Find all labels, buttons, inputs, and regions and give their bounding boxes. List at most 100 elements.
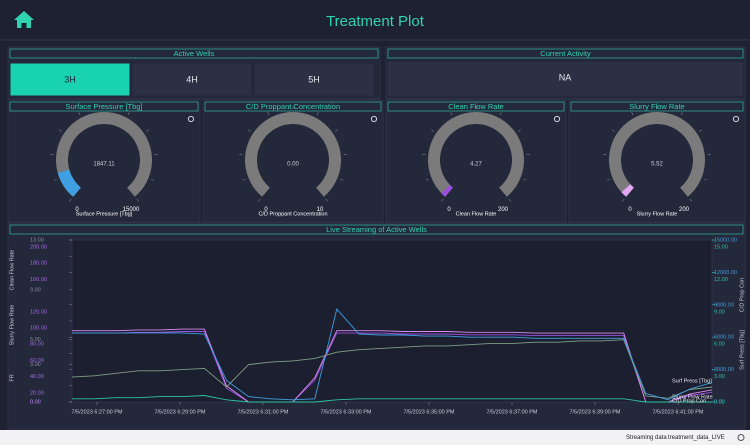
panel-title: Active Wells: [174, 49, 215, 58]
y-tick-label: 40.00: [30, 374, 44, 380]
x-tick-label: 7/5/2023 6:41:00 PM: [652, 409, 703, 415]
gauge-scale-tick: [258, 198, 261, 202]
y-tick-label: 100.00: [30, 325, 47, 331]
gauge-settings-icon[interactable]: [553, 115, 561, 123]
gauge-track: [56, 112, 152, 197]
series-end-label: Surf Press [Tbg]: [672, 378, 712, 384]
x-tick-label: 7/5/2023 6:37:00 PM: [486, 409, 537, 415]
y-tick-label: 0.00: [714, 399, 725, 405]
panel-title-bar: [387, 101, 565, 112]
gauge-settings-icon[interactable]: [187, 115, 195, 123]
y-tick-label: 0.00: [30, 399, 41, 405]
x-tick-label: 7/5/2023 6:31:00 PM: [237, 409, 288, 415]
home-icon[interactable]: [14, 11, 34, 28]
gauge-settings-icon[interactable]: [732, 115, 740, 123]
well-button[interactable]: [9, 62, 131, 97]
y-tick-label: 15000.00: [714, 237, 737, 243]
gauge-fill: [621, 184, 634, 197]
gauge-scale-tick: [248, 129, 251, 132]
axis-title: Slurry Flow Rate: [9, 305, 15, 346]
y-tick-label: 3.00: [714, 374, 725, 380]
plot-area: [71, 239, 713, 403]
gauge-scale-tick: [631, 112, 634, 116]
y-tick-label: 120.00: [30, 309, 47, 315]
y-tick-label: 80.00: [30, 342, 44, 348]
gauge-scale-tick: [441, 198, 444, 202]
footer-source: treatment_data_LIVE: [668, 435, 725, 441]
gauge-scale-tick: [325, 198, 328, 202]
panel-title-bar: [387, 48, 744, 59]
gauge-scale-tick: [146, 129, 149, 132]
gauge-scale-tick: [335, 129, 338, 132]
y-tick-label: 15.00: [714, 244, 728, 250]
gauge-scale-tick: [431, 129, 434, 132]
footer-bar: [0, 430, 750, 445]
gauge-value: 0.00: [287, 162, 299, 168]
gauge-scale-tick: [704, 178, 708, 181]
y-tick-label: 5.00: [30, 337, 41, 343]
gauge-scale-tick: [606, 178, 610, 181]
series-line: [72, 395, 712, 403]
y-tick-label: 3.00: [30, 362, 41, 368]
gauge-max: 10: [317, 207, 324, 213]
gauge-scale-tick: [508, 198, 511, 202]
y-tick-label: 180.00: [30, 261, 47, 267]
panel-title-bar: [9, 48, 379, 59]
gauge-scale-tick: [680, 112, 683, 116]
y-tick-label: 20.00: [30, 390, 44, 396]
panel-title-bar: [204, 101, 382, 112]
gauge-scale-tick: [340, 178, 344, 181]
well-button-label[interactable]: 4H: [186, 74, 198, 84]
well-button-label[interactable]: 3H: [64, 74, 76, 84]
gauge-scale-tick: [499, 112, 502, 116]
axis-title: FR: [9, 374, 15, 381]
axis-title: Clean Flow Rate: [9, 250, 15, 291]
x-tick-label: 7/5/2023 6:29:00 PM: [154, 409, 205, 415]
gauge-max: 15000: [123, 207, 140, 213]
gauge-label: Clean Flow Rate: [456, 211, 497, 217]
gauge-min: 0: [75, 207, 79, 213]
y-tick-label: 6.00: [714, 342, 725, 348]
gauge-scale-tick: [425, 178, 429, 181]
well-button[interactable]: [253, 62, 375, 97]
gauge-scale-tick: [59, 129, 62, 132]
gauge-scale-tick: [242, 178, 246, 181]
settings-icon[interactable]: [737, 434, 745, 441]
panel-title-bar: [570, 101, 744, 112]
gauge-label: Slurry Flow Rate: [637, 211, 678, 217]
gauge-scale-tick: [450, 112, 453, 116]
gauge-label: C/D Proppant Concentration: [258, 211, 327, 217]
series-line: [72, 328, 713, 403]
gauge-value: 5.52: [651, 162, 663, 168]
x-tick-label: 7/5/2023 6:39:00 PM: [569, 409, 620, 415]
gauge-min: 0: [264, 207, 268, 213]
activity-value: NA: [559, 72, 572, 82]
gauge-scale-tick: [267, 112, 270, 116]
gauge-scale-tick: [69, 198, 72, 202]
x-tick-label: 7/5/2023 6:33:00 PM: [320, 409, 371, 415]
x-tick-label: 7/5/2023 6:35:00 PM: [403, 409, 454, 415]
gauge-scale-tick: [151, 178, 155, 181]
gauge-scale-tick: [316, 112, 319, 116]
axis-title: Surf Press [Tbg]: [739, 330, 745, 370]
y-tick-label: 60.00: [30, 358, 44, 364]
y-tick-label: 9.00: [714, 309, 725, 315]
home-button[interactable]: [14, 11, 34, 28]
y-tick-label: 0.00: [30, 399, 41, 405]
y-tick-label: 160.00: [30, 277, 47, 283]
gauge-scale-tick: [523, 178, 527, 181]
gauge-value: 1847.11: [93, 162, 115, 168]
series-line: [72, 308, 713, 401]
panel-title-bar: [9, 101, 199, 112]
well-button-label[interactable]: 5H: [308, 74, 320, 84]
panel-title: Live Streaming of Active Wells: [326, 225, 427, 234]
gauge-label: Surface Pressure [Tbg]: [76, 211, 133, 217]
gauge-max: 200: [498, 207, 509, 213]
gauge-scale-tick: [136, 198, 139, 202]
well-button[interactable]: [131, 62, 253, 97]
y-tick-label: 6000.00: [714, 335, 734, 341]
gauge-min: 0: [628, 207, 632, 213]
gauge-settings-icon[interactable]: [370, 115, 378, 123]
footer-status: Streaming data: [626, 435, 667, 441]
